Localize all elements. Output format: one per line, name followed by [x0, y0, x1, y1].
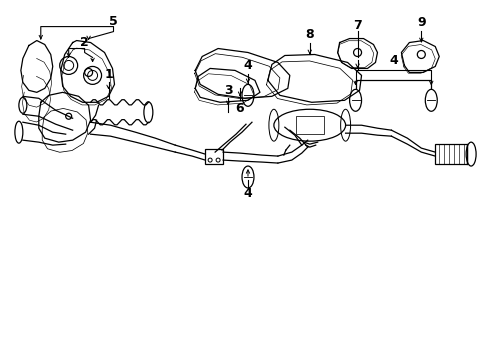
Text: 7: 7: [352, 19, 361, 32]
Text: 2: 2: [80, 36, 89, 49]
Text: 4: 4: [388, 54, 397, 67]
Text: 3: 3: [224, 84, 232, 97]
Text: 9: 9: [416, 16, 425, 29]
Text: 8: 8: [305, 28, 313, 41]
Bar: [434, 144, 466, 164]
Text: 6: 6: [235, 102, 244, 115]
Bar: [205, 149, 223, 164]
Text: 5: 5: [109, 15, 118, 28]
Text: 1: 1: [104, 68, 113, 81]
Text: 4: 4: [243, 59, 252, 72]
Bar: [295, 116, 323, 134]
Text: 4: 4: [243, 188, 252, 201]
